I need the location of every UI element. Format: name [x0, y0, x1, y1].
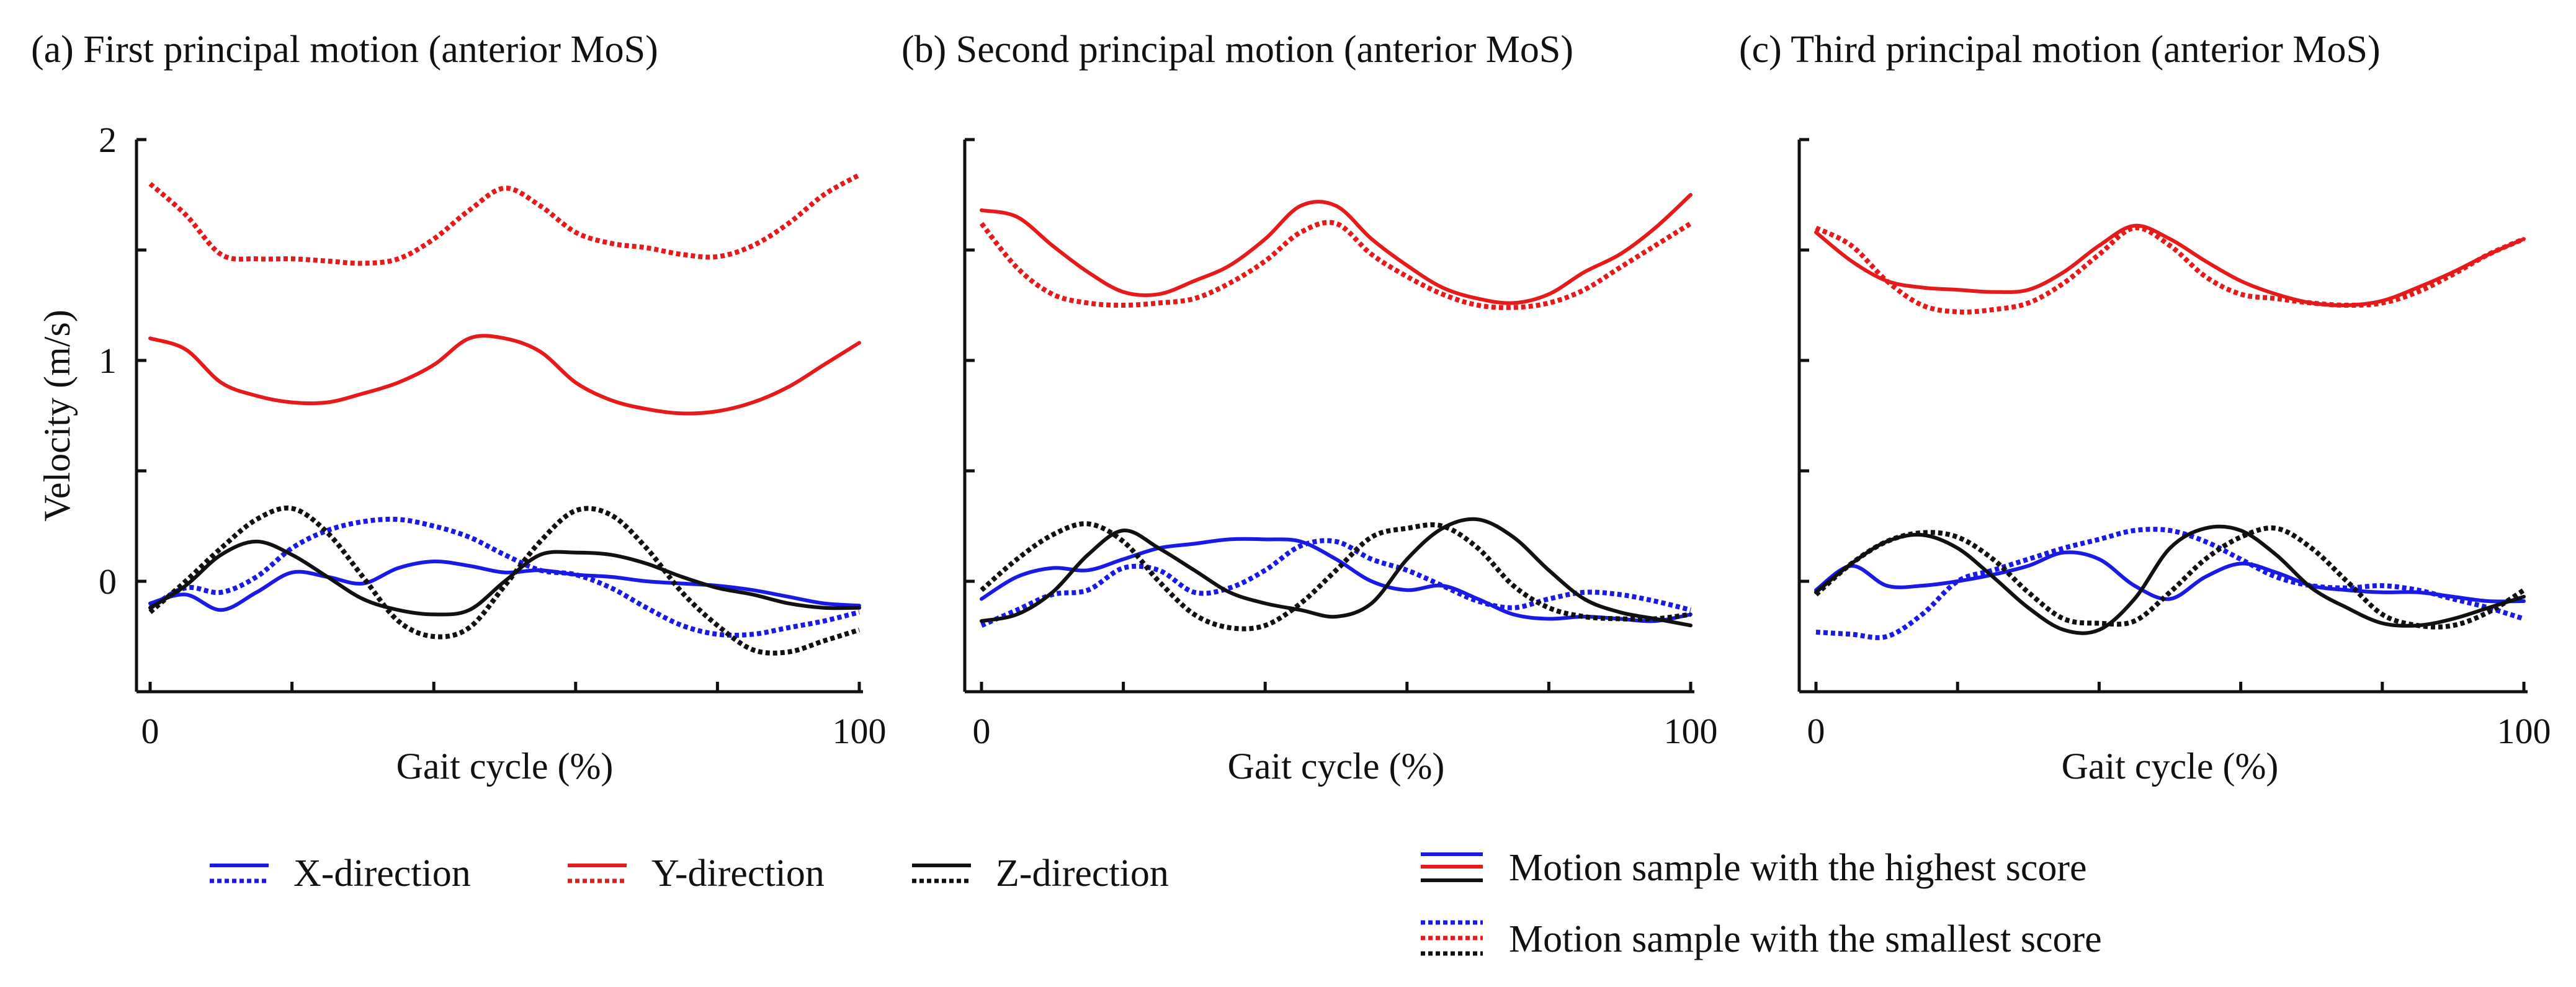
- series-line-6: [980, 521, 1691, 632]
- chart-panel-1: (a) First principal motion (anterior MoS…: [31, 29, 887, 787]
- series-line-4: [148, 172, 861, 266]
- x-tick-label: 100: [1664, 711, 1718, 751]
- x-tick-label: 0: [1807, 711, 1825, 751]
- series-line-6: [148, 505, 861, 656]
- x-tick-label: 100: [833, 711, 887, 751]
- chart-panels: (a) First principal motion (anterior MoS…: [31, 29, 2551, 787]
- chart-title: (c) Third principal motion (anterior MoS…: [1739, 29, 2381, 71]
- x-axis-label: Gait cycle (%): [2062, 746, 2279, 787]
- legend-label: X-direction: [293, 852, 471, 895]
- series-line-5: [148, 539, 861, 617]
- x-tick-label: 100: [2497, 711, 2551, 751]
- series-line-3: [980, 193, 1693, 305]
- x-tick-label: 0: [973, 711, 991, 751]
- series-line-2: [148, 516, 860, 638]
- series-line-6: [1814, 525, 2526, 630]
- y-tick-label: 1: [99, 341, 117, 381]
- series-line-4: [979, 220, 1693, 310]
- legend: X-direction Y-direction Z-direction Motion …: [210, 847, 2102, 960]
- y-tick-label: 2: [99, 120, 117, 160]
- x-axis-label: Gait cycle (%): [396, 746, 614, 787]
- legend-item-direction-3: Z-direction: [912, 852, 1169, 895]
- legend-label: Y-direction: [651, 852, 825, 895]
- legend-item-direction-2: Y-direction: [568, 852, 825, 895]
- series-line-1: [1814, 550, 2526, 604]
- chart-title: (a) First principal motion (anterior MoS…: [31, 29, 658, 71]
- series-line-5: [980, 517, 1693, 628]
- series-line-3: [1814, 223, 2526, 308]
- y-axis-label: Velocity (m/s): [37, 310, 78, 522]
- series-line-1: [148, 559, 861, 612]
- legend-label: Z-direction: [996, 852, 1169, 895]
- chart-panel-3: (c) Third principal motion (anterior MoS…: [1739, 29, 2551, 787]
- y-tick-label: 0: [99, 561, 117, 602]
- series-line-1: [980, 537, 1693, 623]
- chart-title: (b) Second principal motion (anterior Mo…: [901, 29, 1573, 71]
- legend-item-style-2: Motion sample with the smallest score: [1421, 918, 2102, 960]
- series-line-2: [980, 538, 1691, 628]
- legend-item-direction-1: X-direction: [210, 852, 471, 895]
- legend-item-style-1: Motion sample with the highest score: [1421, 847, 2087, 889]
- series-line-2: [1815, 527, 2525, 640]
- x-tick-label: 0: [141, 711, 159, 751]
- chart-panel-2: (b) Second principal motion (anterior Mo…: [901, 29, 1718, 787]
- series-line-3: [148, 334, 861, 416]
- series-line-4: [1815, 225, 2525, 315]
- legend-label: Motion sample with the highest score: [1509, 847, 2087, 889]
- legend-label: Motion sample with the smallest score: [1509, 918, 2102, 960]
- x-axis-label: Gait cycle (%): [1228, 746, 1445, 787]
- series-line-5: [1814, 524, 2526, 635]
